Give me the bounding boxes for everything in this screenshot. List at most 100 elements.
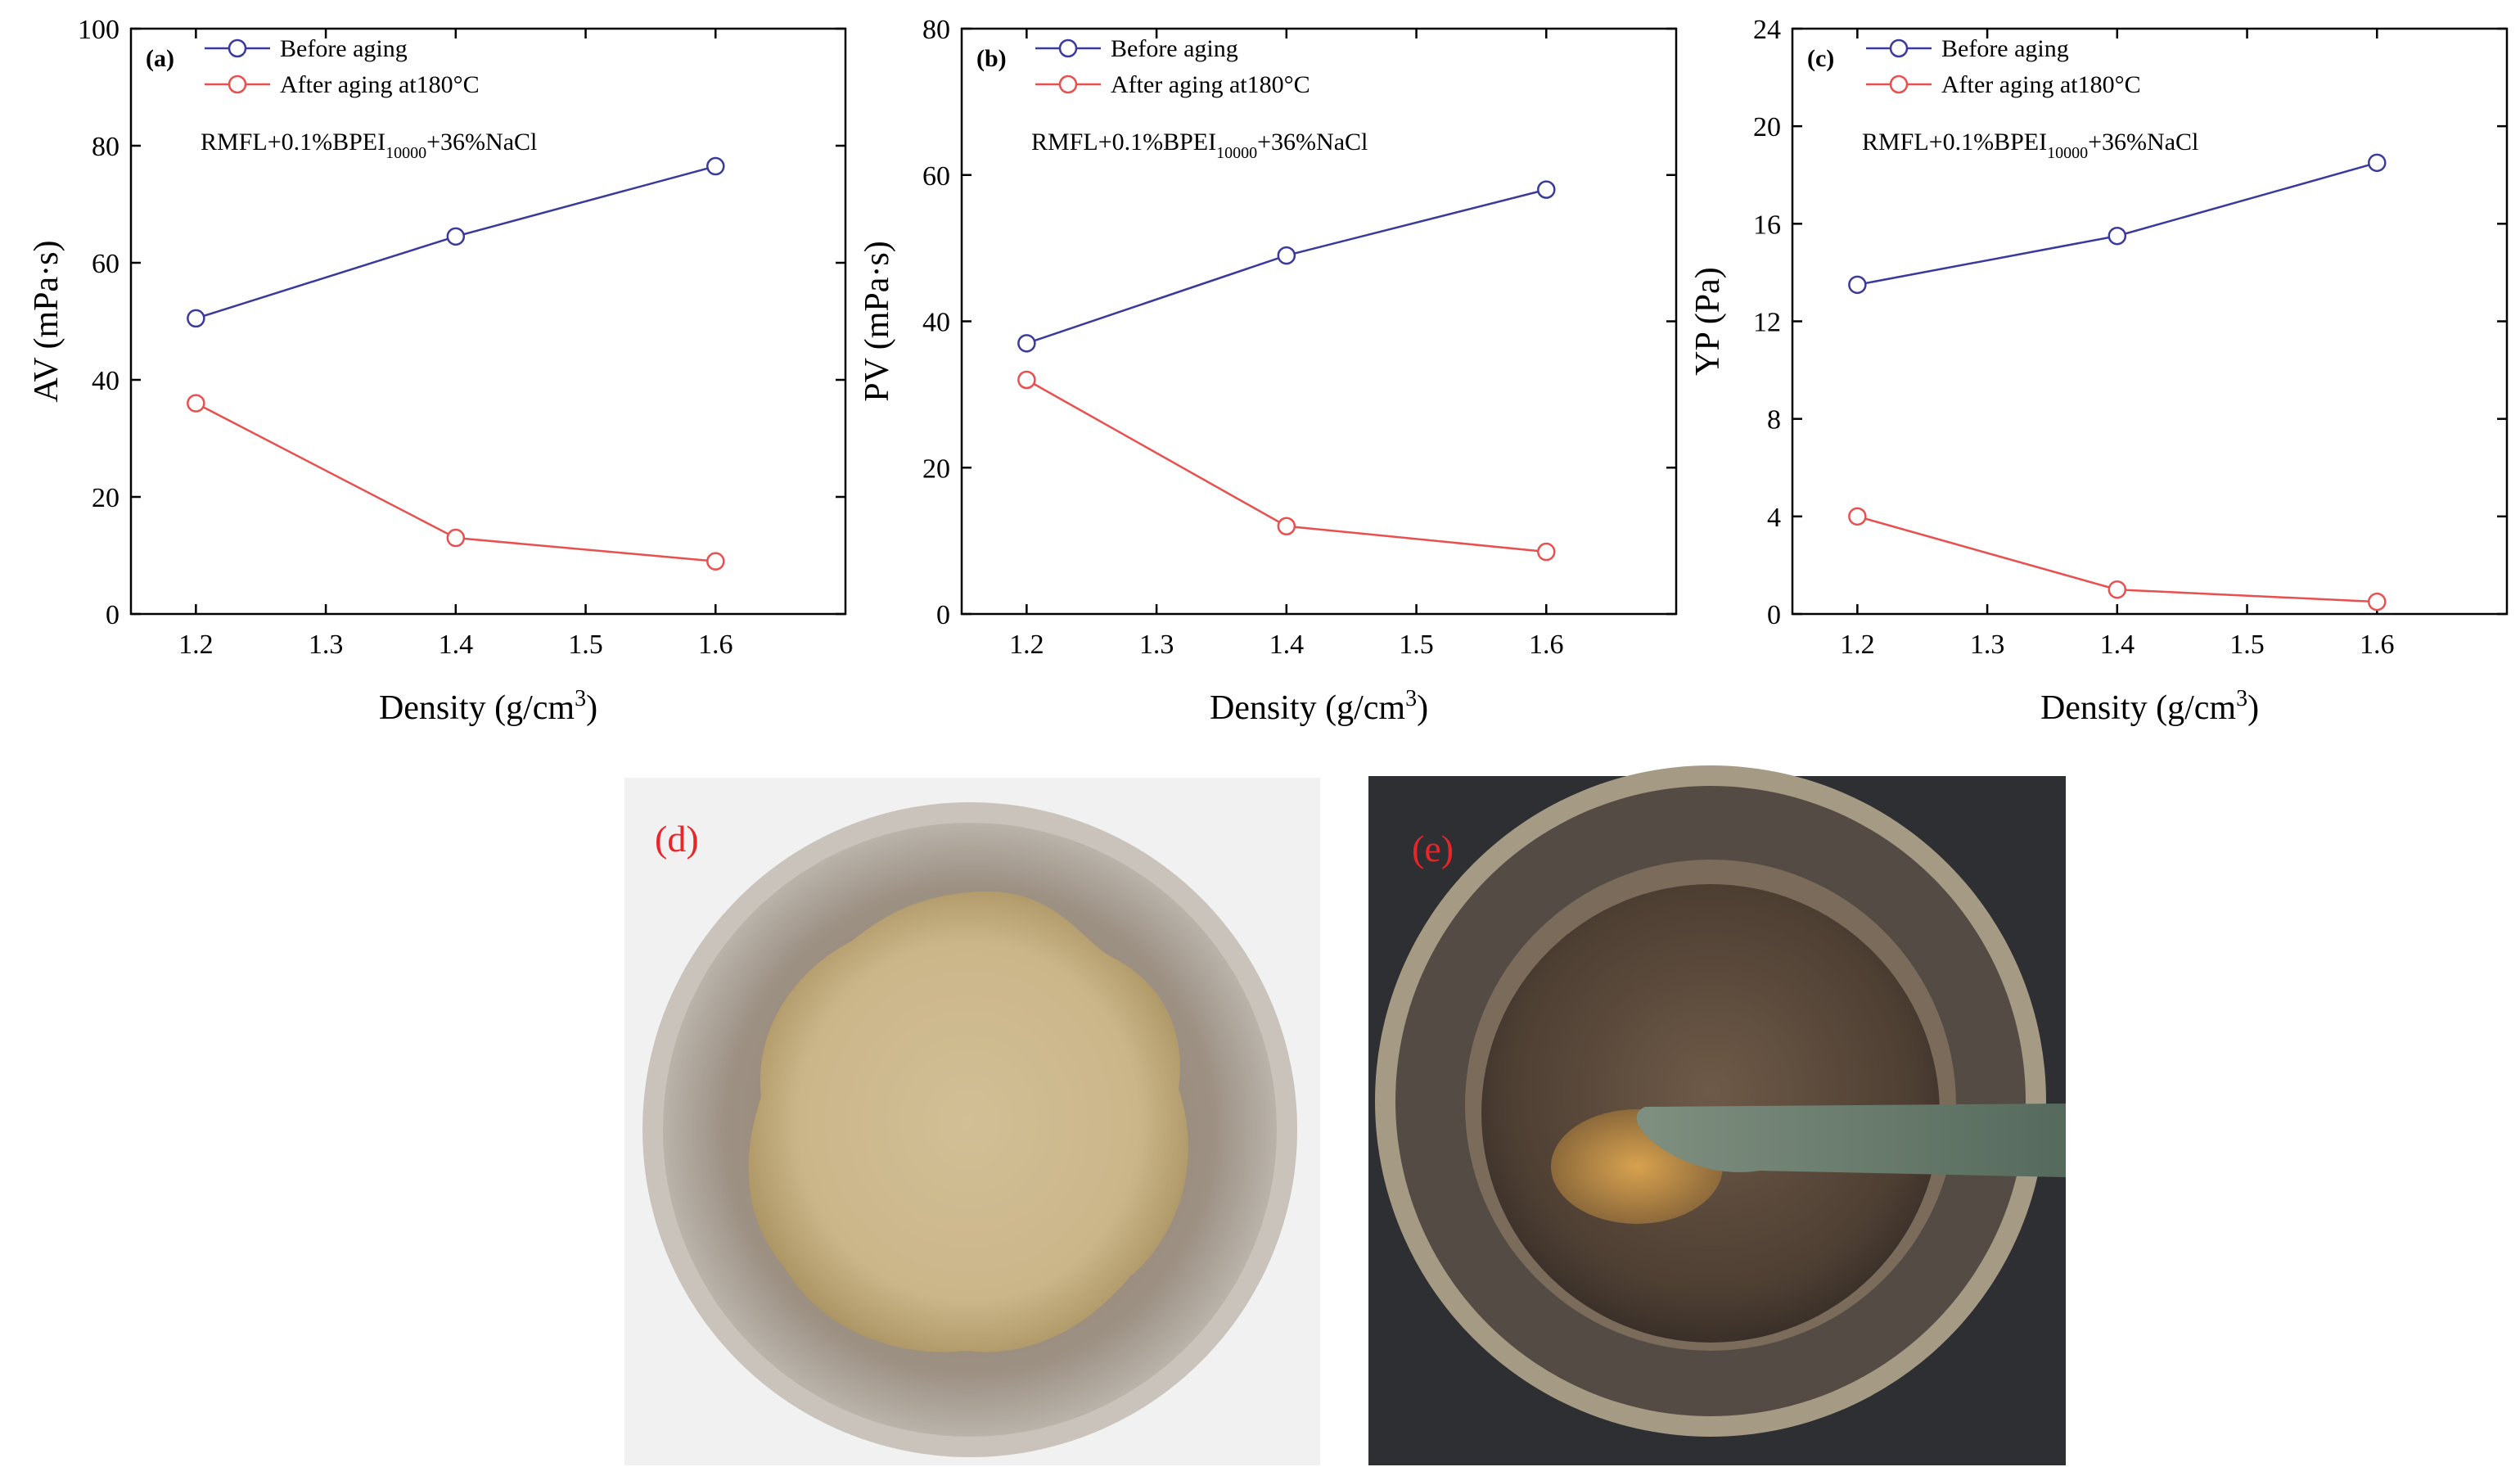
data-point — [1848, 507, 1867, 526]
photo-d: (d) — [624, 778, 1320, 1465]
y-tick-label: 20 — [922, 454, 950, 484]
chart-b: 1.2 1.3 1.4 1.5 1.6 0 20 40 60 80 Density (g/cm3) P… — [859, 15, 1678, 727]
legend-marker — [1058, 74, 1078, 94]
y-tick-label: 80 — [92, 132, 119, 162]
y-tick-label: 100 — [78, 15, 119, 45]
legend-marker — [1889, 74, 1909, 94]
chart-a: 1.2 1.3 1.4 1.5 1.6 0 20 40 60 80 100 Density (g/cm… — [28, 15, 847, 727]
legend-label: Before aging — [280, 35, 408, 62]
y-tick-label: 12 — [1753, 308, 1781, 338]
formula-subscript: 10000 — [1216, 144, 1257, 162]
data-point — [706, 552, 725, 571]
formula-main: RMFL+0.1%BPEI — [1031, 129, 1216, 156]
y-tick-label: 0 — [936, 600, 950, 630]
formula-main: RMFL+0.1%BPEI — [1862, 129, 2047, 156]
x-axis-label-superscript: 3 — [575, 686, 586, 711]
photo-e-spatula — [1636, 1104, 2066, 1177]
formula-subscript: 10000 — [2047, 144, 2088, 162]
plot-frame — [1791, 27, 2509, 616]
photo-e-label: (e) — [1412, 828, 1454, 869]
x-axis-label-end: ) — [586, 689, 597, 727]
formula-subscript: 10000 — [385, 144, 426, 162]
x-tick-label: 1.4 — [439, 630, 474, 660]
x-axis-label-text: Density (g/cm — [2040, 689, 2236, 727]
y-tick-label: 20 — [1753, 112, 1781, 142]
plot-frame — [129, 27, 847, 616]
data-point — [706, 156, 725, 176]
data-point — [1277, 246, 1296, 265]
legend-marker — [228, 74, 247, 94]
x-tick-label: 1.4 — [2100, 630, 2135, 660]
x-axis-label-end: ) — [1417, 689, 1428, 727]
panel-label: (c) — [1807, 45, 1834, 72]
data-point — [1537, 542, 1556, 562]
panel-label: (a) — [146, 45, 174, 72]
series-line-before-aging — [1857, 161, 2378, 287]
y-tick-label: 4 — [1767, 503, 1781, 533]
x-tick-label: 1.6 — [1529, 630, 1564, 660]
data-point — [187, 394, 205, 413]
y-axis-label: YP (Pa) — [1689, 267, 1727, 376]
x-tick-label: 1.3 — [309, 630, 344, 660]
x-tick-label: 1.2 — [1009, 630, 1044, 660]
y-tick-label: 0 — [1767, 600, 1781, 630]
x-tick-label: 1.3 — [1139, 630, 1174, 660]
data-point — [446, 227, 466, 246]
plot-frame — [960, 27, 1678, 616]
data-point — [1537, 180, 1556, 199]
formula-rest: +36%NaCl — [426, 129, 537, 156]
x-tick-label: 1.5 — [2229, 630, 2265, 660]
formula-annotation: RMFL+0.1%BPEI10000+36%NaCl — [1862, 129, 2198, 162]
formula-main: RMFL+0.1%BPEI — [201, 129, 385, 156]
legend-label: After aging at180°C — [1941, 71, 2141, 98]
y-axis-label: AV (mPa·s) — [28, 241, 65, 403]
y-tick-label: 60 — [922, 161, 950, 192]
x-tick-label: 1.5 — [568, 630, 603, 660]
legend-label: After aging at180°C — [280, 71, 480, 98]
y-tick-label: 20 — [92, 483, 119, 513]
x-tick-label: 1.6 — [2360, 630, 2395, 660]
x-tick-label: 1.2 — [1840, 630, 1875, 660]
data-point — [1017, 370, 1036, 390]
x-tick-label: 1.6 — [698, 630, 733, 660]
panel-label: (b) — [976, 45, 1007, 72]
photo-d-fluid — [748, 891, 1188, 1352]
photo-d-label: (d) — [655, 818, 699, 860]
formula-rest: +36%NaCl — [1257, 129, 1368, 156]
data-point — [446, 528, 466, 548]
data-point — [187, 309, 205, 328]
legend-marker — [1889, 38, 1909, 58]
chart-c: 1.2 1.3 1.4 1.5 1.6 0 4 8 12 16 20 24 Density (g/cm3… — [1689, 15, 2509, 727]
data-point — [2108, 580, 2127, 599]
data-point — [1017, 334, 1036, 353]
legend-label: After aging at180°C — [1111, 71, 1310, 98]
x-axis-label-end: ) — [2247, 689, 2259, 727]
photo-e: (e) — [1368, 765, 2066, 1465]
x-tick-label: 1.3 — [1970, 630, 2005, 660]
x-axis-label-text: Density (g/cm — [1210, 689, 1405, 727]
legend-label: Before aging — [1111, 35, 1238, 62]
formula-annotation: RMFL+0.1%BPEI10000+36%NaCl — [201, 129, 537, 162]
legend-label: Before aging — [1941, 35, 2069, 62]
legend-marker — [228, 38, 247, 58]
x-axis-label-text: Density (g/cm — [379, 689, 575, 727]
x-tick-label: 1.4 — [1269, 630, 1305, 660]
x-tick-label: 1.2 — [178, 630, 214, 660]
formula-rest: +36%NaCl — [2088, 129, 2198, 156]
y-tick-label: 16 — [1753, 210, 1781, 240]
legend-marker — [1058, 38, 1078, 58]
data-point — [2368, 153, 2387, 173]
y-tick-label: 40 — [922, 308, 950, 338]
x-axis-label: Density (g/cm3) — [1210, 686, 1428, 727]
data-point — [1848, 275, 1867, 295]
x-axis-label: Density (g/cm3) — [379, 686, 597, 727]
series-line-before-aging — [1026, 188, 1547, 345]
y-tick-label: 80 — [922, 15, 950, 45]
y-axis-label: PV (mPa·s) — [859, 241, 896, 401]
y-tick-label: 8 — [1767, 405, 1781, 436]
x-axis-label-superscript: 3 — [1405, 686, 1417, 711]
x-axis-label-superscript: 3 — [2236, 686, 2247, 711]
y-tick-label: 0 — [106, 600, 119, 630]
